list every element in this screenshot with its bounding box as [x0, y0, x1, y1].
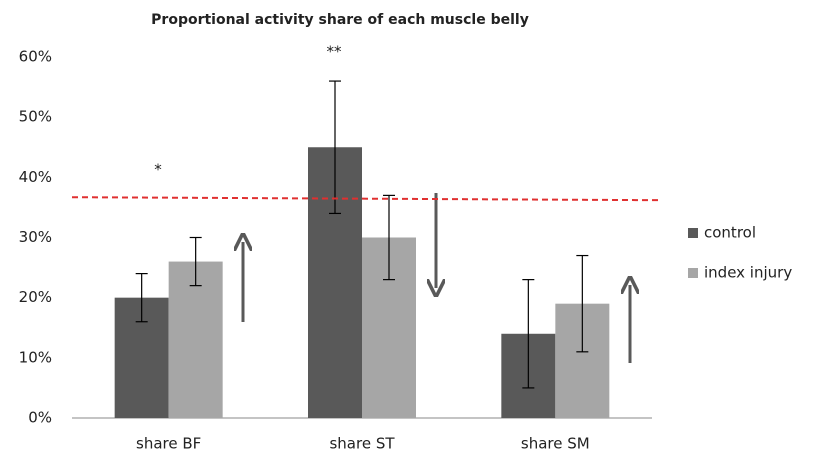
- x-tick-label: share BF: [136, 435, 201, 453]
- y-tick-label: 20%: [19, 288, 52, 306]
- error-bar: [522, 279, 535, 389]
- y-tick-label: 40%: [19, 168, 52, 186]
- error-bar: [135, 273, 148, 323]
- legend-swatch: [688, 228, 698, 238]
- reference-line: [71, 196, 661, 202]
- x-tick-label: share SM: [521, 435, 590, 453]
- y-tick-label: 50%: [19, 108, 52, 126]
- legend-label: index injury: [704, 264, 792, 282]
- y-tick-label: 0%: [28, 409, 52, 427]
- x-tick-label: share ST: [329, 435, 395, 453]
- chart-title: Proportional activity share of each musc…: [151, 12, 529, 28]
- legend-swatch: [688, 268, 698, 278]
- error-bar: [189, 236, 202, 287]
- bar: [168, 261, 223, 418]
- legend-label: control: [704, 224, 756, 242]
- y-tick-label: 60%: [19, 48, 52, 66]
- annotation: **: [327, 43, 343, 61]
- annotation: *: [154, 161, 162, 179]
- error-bar: [329, 80, 341, 215]
- error-bar: [383, 194, 395, 281]
- y-tick-label: 30%: [19, 228, 52, 246]
- y-tick-label: 10%: [19, 348, 52, 366]
- error-bar: [576, 254, 589, 353]
